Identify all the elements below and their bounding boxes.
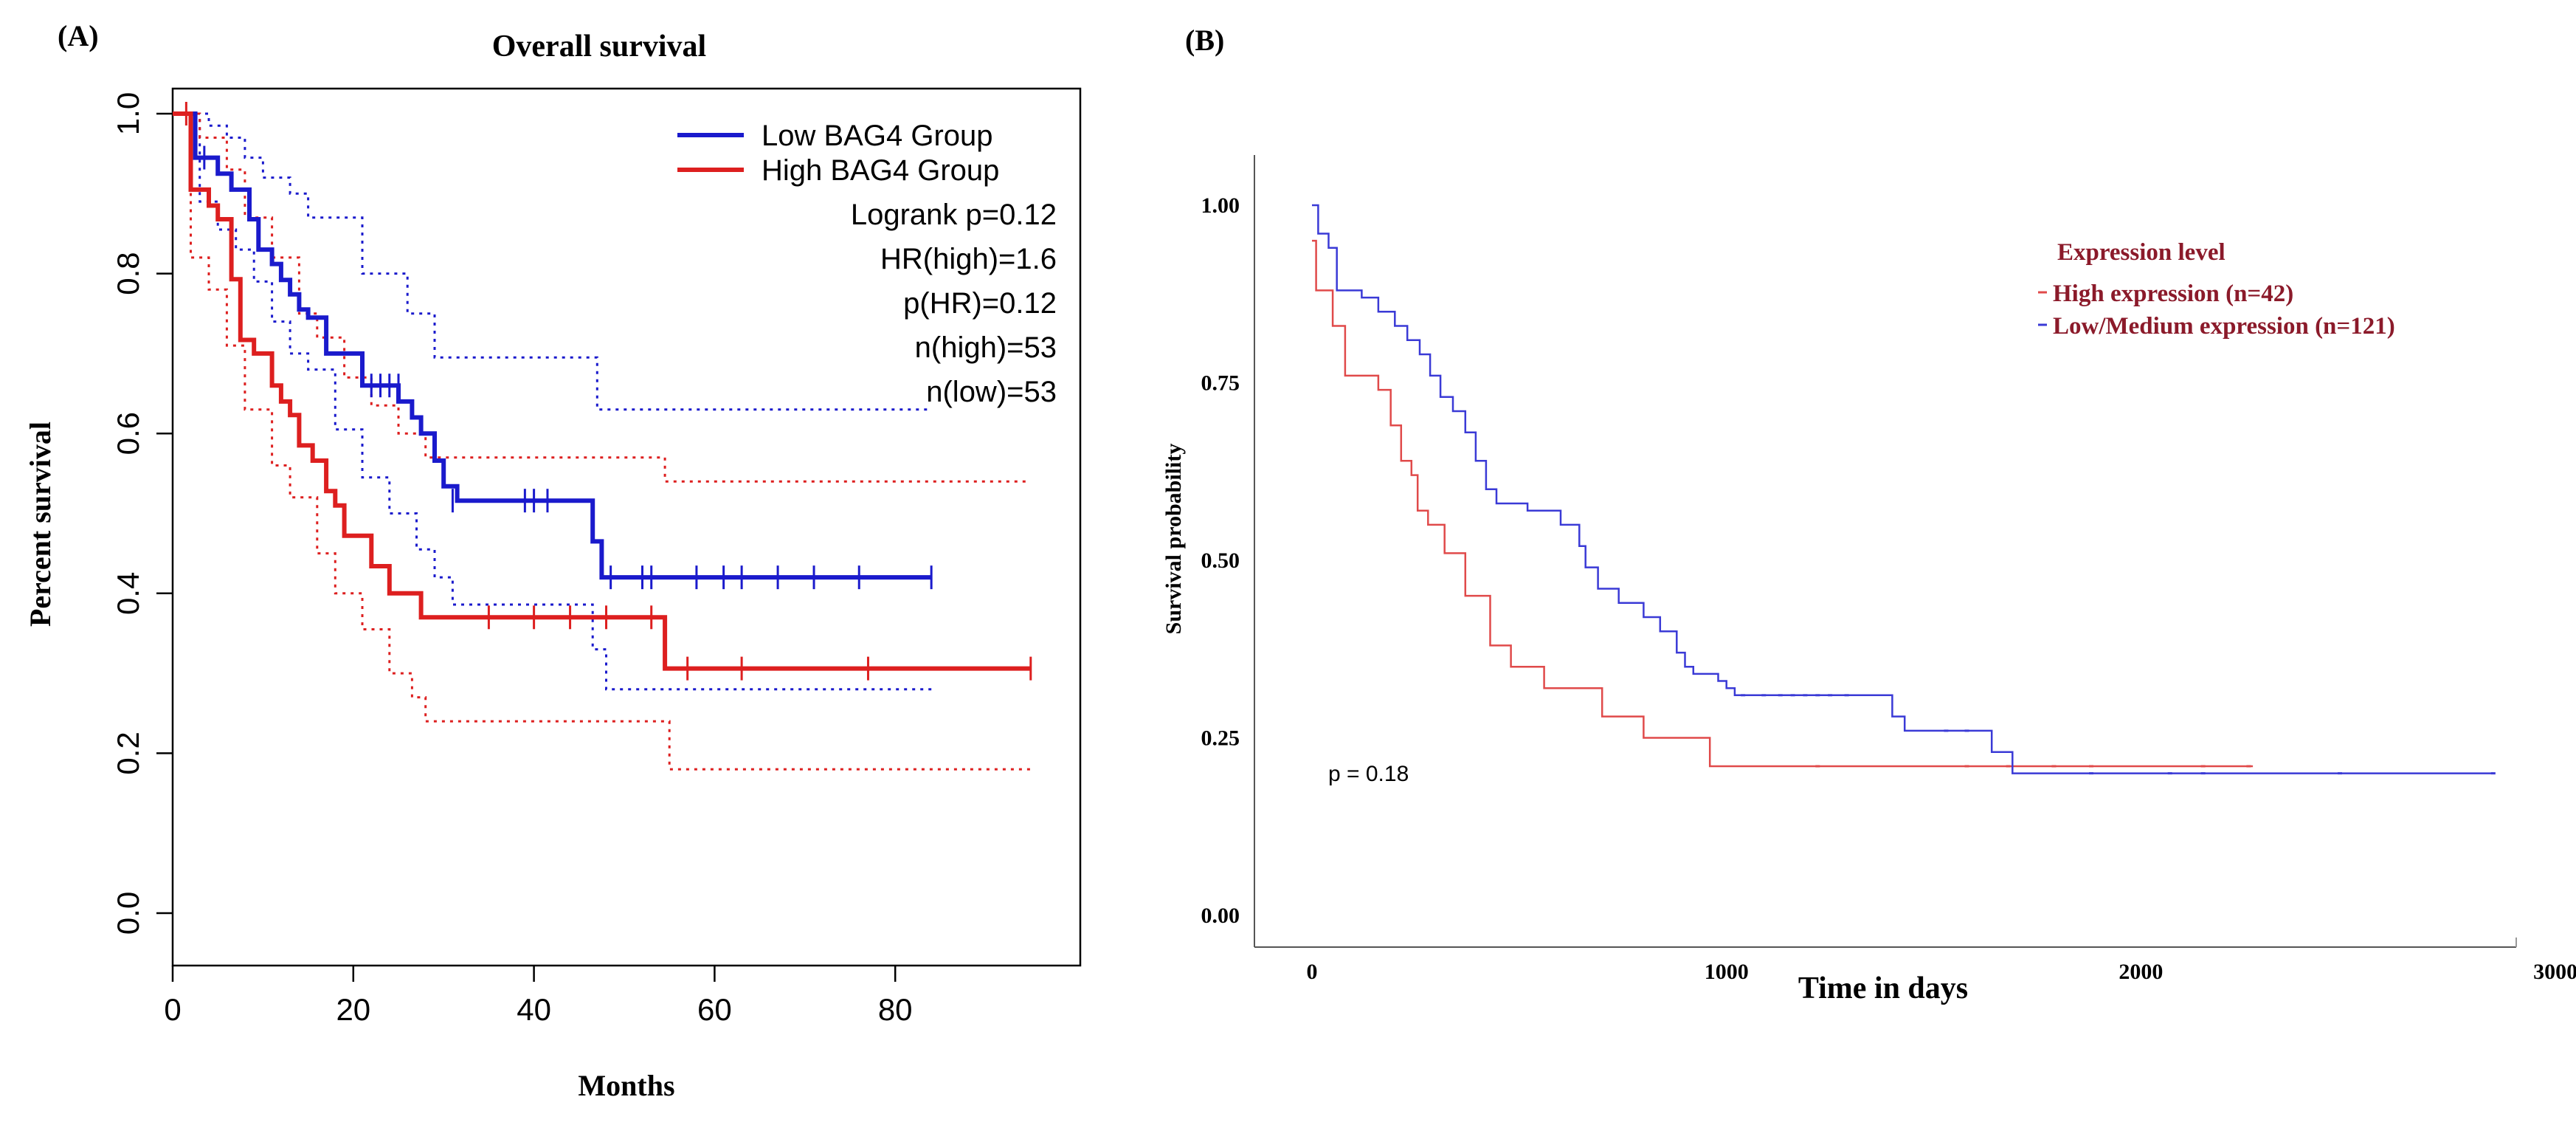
panel-a: (A) Overall survival 0 20 40 60 80 0.0 0.2 0.4… (24, 19, 1080, 1102)
panel-b-y-axis: 0.00 0.25 0.50 0.75 1.00 (1201, 193, 1240, 928)
panel-a-survival-curves (173, 114, 1031, 669)
legend-b-high-label: High expression (n=42) (2053, 281, 2293, 307)
panel-a-legend: Low BAG4 Group High BAG4 Group Logrank p… (677, 120, 1057, 408)
stat-hr: HR(high)=1.6 (880, 243, 1057, 275)
panel-b: (B) 0 1000 2000 3000 0.00 0.25 0.50 0.75 1.00 T… (1161, 24, 2576, 1005)
y-tick-label: 1.0 (111, 92, 145, 135)
panel-a-x-axis: 0 20 40 60 80 (164, 966, 912, 1027)
y-tick-label: 0.4 (111, 572, 145, 615)
x-tick-label-b: 0 (1307, 960, 1318, 984)
x-tick-label: 0 (164, 992, 181, 1027)
y-tick-label-b: 0.75 (1201, 371, 1240, 396)
y-tick-label: 0.6 (111, 412, 145, 455)
panel-b-label: (B) (1185, 24, 1224, 57)
panel-b-survival-curves (1312, 205, 2493, 774)
x-tick-label: 40 (517, 992, 551, 1027)
panel-b-x-label: Time in days (1798, 971, 1968, 1005)
x-tick-label: 60 (697, 992, 732, 1027)
legend-b-title: Expression level (2057, 239, 2225, 266)
x-tick-label: 80 (878, 992, 913, 1027)
x-tick-label-b: 1000 (1705, 960, 1749, 984)
survival-line-high (173, 114, 1031, 669)
panel-b-legend: Expression level High expression (n=42) … (2038, 239, 2395, 340)
panel-a-y-axis: 0.0 0.2 0.4 0.6 0.8 1.0 (111, 92, 173, 935)
panel-b-censor-marks (1741, 695, 2496, 774)
y-tick-label: 0.8 (111, 252, 145, 295)
legend-high-label: High BAG4 Group (762, 154, 999, 187)
legend-low-label: Low BAG4 Group (762, 120, 993, 152)
x-tick-label-b: 3000 (2533, 960, 2576, 984)
stat-n-high: n(high)=53 (915, 331, 1057, 364)
y-tick-label-b: 0.25 (1201, 726, 1240, 751)
y-tick-label: 0.2 (111, 732, 145, 774)
stat-logrank: Logrank p=0.12 (851, 199, 1057, 231)
panel-b-y-label: Survival probability (1161, 444, 1186, 635)
panel-a-title: Overall survival (492, 30, 706, 63)
y-tick-label: 0.0 (111, 892, 145, 935)
survival-line-b-low (1312, 205, 2493, 774)
y-tick-label-b: 1.00 (1201, 193, 1240, 218)
y-tick-label-b: 0.00 (1201, 904, 1240, 928)
panel-b-p-value: p = 0.18 (1328, 762, 1409, 786)
panel-a-censor-marks (186, 102, 1030, 681)
panel-a-label: (A) (58, 19, 99, 52)
stat-n-low: n(low)=53 (926, 376, 1057, 408)
y-tick-label-b: 0.50 (1201, 548, 1240, 573)
stat-p-hr: p(HR)=0.12 (903, 287, 1057, 320)
legend-b-low-label: Low/Medium expression (n=121) (2053, 313, 2395, 340)
panel-a-y-label: Percent survival (24, 422, 57, 627)
panel-a-x-label: Months (578, 1069, 674, 1102)
x-tick-label: 20 (336, 992, 370, 1027)
x-tick-label-b: 2000 (2119, 960, 2163, 984)
